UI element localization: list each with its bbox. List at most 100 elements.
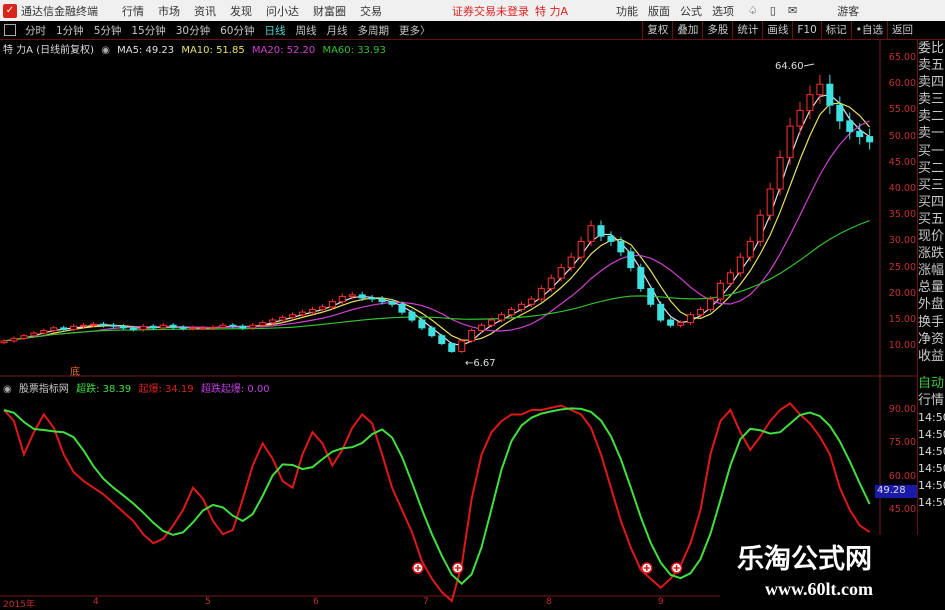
quote-label[interactable]: 行情 — [918, 392, 945, 408]
menu-market[interactable]: 市场 — [158, 4, 180, 18]
period-tab-more[interactable]: 更多〉 — [399, 24, 431, 37]
menu-layout[interactable]: 版面 — [648, 4, 671, 18]
phone-icon[interactable]: ▯ — [769, 4, 776, 17]
tick-time[interactable]: 14:50 — [918, 496, 945, 510]
price-tick: 15.00 — [888, 314, 916, 325]
period-tab[interactable]: 5分钟 — [93, 24, 122, 37]
candle-body — [318, 306, 326, 311]
ma-line-1 — [3, 102, 871, 342]
quote-field-label[interactable]: 买一 — [918, 143, 945, 159]
adjust-button[interactable]: 复权 — [642, 21, 672, 40]
quote-field-label[interactable]: 换手 — [918, 314, 945, 330]
signal-plus-icon — [414, 565, 421, 571]
multi-stock-button[interactable]: 多股 — [702, 21, 732, 40]
date-tick: 9 — [658, 597, 664, 607]
period-tab[interactable]: 30分钟 — [175, 24, 211, 37]
quote-field-label[interactable]: 卖二 — [918, 109, 945, 125]
auto-button[interactable]: 自动 — [918, 375, 945, 391]
quote-field-label[interactable]: 外盘 — [918, 297, 945, 313]
tick-time[interactable]: 14:50 — [918, 479, 945, 493]
stock-name: 特 力A — [535, 4, 569, 18]
menu-wealth[interactable]: 财富圈 — [313, 4, 346, 18]
quote-field-label[interactable]: 买二 — [918, 160, 945, 176]
oversold-line — [3, 407, 871, 586]
menu-options[interactable]: 选项 — [712, 4, 735, 18]
date-tick: 6 — [313, 597, 319, 607]
tick-time[interactable]: 14:50 — [918, 445, 945, 459]
candle-body — [856, 130, 864, 138]
tick-time[interactable]: 14:50 — [918, 428, 945, 442]
tick-time[interactable]: 14:50 — [918, 462, 945, 476]
stats-button[interactable]: 统计 — [732, 21, 762, 40]
date-tick: 8 — [546, 597, 552, 607]
period-tab[interactable]: 60分钟 — [220, 24, 255, 37]
date-tick: 5 — [205, 597, 211, 607]
candle-body — [10, 337, 18, 342]
candle-body — [388, 301, 396, 305]
indicator-tick: 60.00 — [888, 470, 916, 482]
f10-button[interactable]: F10 — [792, 21, 820, 40]
menu-quotes[interactable]: 行情 — [122, 4, 144, 18]
quote-panel: 委比卖五 卖四 卖三 卖二 卖一 买一 买二 买三 买四 买五现价 涨跌 涨幅 总量 外盘 换手 净资 收益自动… — [917, 40, 945, 609]
menu-trade[interactable]: 交易 — [360, 4, 382, 18]
candle-body — [90, 323, 98, 326]
candle-body — [517, 303, 525, 311]
quote-field-label[interactable]: 委比 — [918, 41, 945, 56]
current-indicator-value: 49.28 — [875, 485, 917, 498]
panel-toggle-icon[interactable] — [4, 24, 16, 36]
user-label[interactable]: 游客 — [837, 4, 860, 18]
settings-icon[interactable]: ◉ — [101, 45, 110, 56]
candle-body — [736, 256, 744, 274]
message-icon[interactable]: ✉ — [787, 4, 798, 17]
quote-field-label[interactable]: 买四 — [918, 194, 945, 210]
breakout-line — [3, 402, 871, 603]
quote-field-label[interactable]: 卖三 — [918, 92, 945, 108]
quote-field-label[interactable]: 卖一 — [918, 126, 945, 142]
candle-body — [408, 311, 416, 321]
candle-body — [199, 327, 207, 330]
watchlist-button[interactable]: •自选 — [850, 21, 887, 40]
settings-icon[interactable]: ◉ — [3, 384, 12, 395]
tick-time[interactable]: 14:50 — [918, 410, 945, 424]
quote-field-label[interactable]: 收益 — [918, 348, 945, 364]
period-tab[interactable]: 1分钟 — [56, 24, 84, 37]
quote-field-label[interactable]: 现价 — [918, 229, 945, 245]
quote-field-label[interactable]: 买三 — [918, 177, 945, 193]
quote-field-label[interactable]: 卖四 — [918, 75, 945, 91]
login-status[interactable]: 证券交易未登录 — [452, 4, 529, 18]
quote-field-label[interactable]: 总量 — [918, 280, 945, 296]
breakout-label: 起爆: 34.19 — [138, 384, 194, 395]
back-button[interactable]: 返回 — [887, 21, 917, 40]
quote-field-label[interactable]: 涨幅 — [918, 263, 945, 279]
menu-function[interactable]: 功能 — [616, 4, 639, 18]
price-tick: 10.00 — [888, 340, 916, 352]
candle-body — [438, 335, 446, 345]
quote-field-label[interactable]: 买五 — [918, 211, 945, 227]
candle-body — [756, 214, 764, 242]
quote-field-label[interactable]: 涨跌 — [918, 246, 945, 262]
overlay-button[interactable]: 叠加 — [672, 21, 702, 40]
candle-body — [448, 343, 456, 352]
skin-icon[interactable]: ♤ — [748, 4, 758, 17]
period-tab[interactable]: 15分钟 — [131, 24, 166, 37]
quote-field-label[interactable]: 净资 — [918, 331, 945, 347]
candle-body — [40, 329, 48, 334]
period-tab-daily[interactable]: 日线 — [264, 24, 286, 37]
candle-body — [30, 332, 38, 337]
period-tab[interactable]: 分时 — [25, 24, 46, 37]
period-tab[interactable]: 周线 — [295, 24, 317, 37]
candle-body — [846, 120, 854, 132]
period-tab[interactable]: 月线 — [326, 24, 348, 37]
candle-body — [458, 340, 466, 352]
ma10-label: MA10: 51.85 — [181, 45, 245, 56]
menu-discover[interactable]: 发现 — [230, 4, 252, 18]
mark-button[interactable]: 标记 — [820, 21, 851, 40]
title-bar: ✓ 通达信金融终端 行情 市场 资讯 发现 问小达 财富圈 交易 证券交易未登录… — [0, 0, 945, 21]
draw-button[interactable]: 画线 — [762, 21, 792, 40]
menu-formula[interactable]: 公式 — [680, 4, 703, 18]
menu-news[interactable]: 资讯 — [194, 4, 216, 18]
quote-field-label[interactable]: 卖五 — [918, 58, 945, 74]
period-tab[interactable]: 多周期 — [357, 24, 390, 37]
menu-xiaoda[interactable]: 问小达 — [266, 4, 299, 18]
